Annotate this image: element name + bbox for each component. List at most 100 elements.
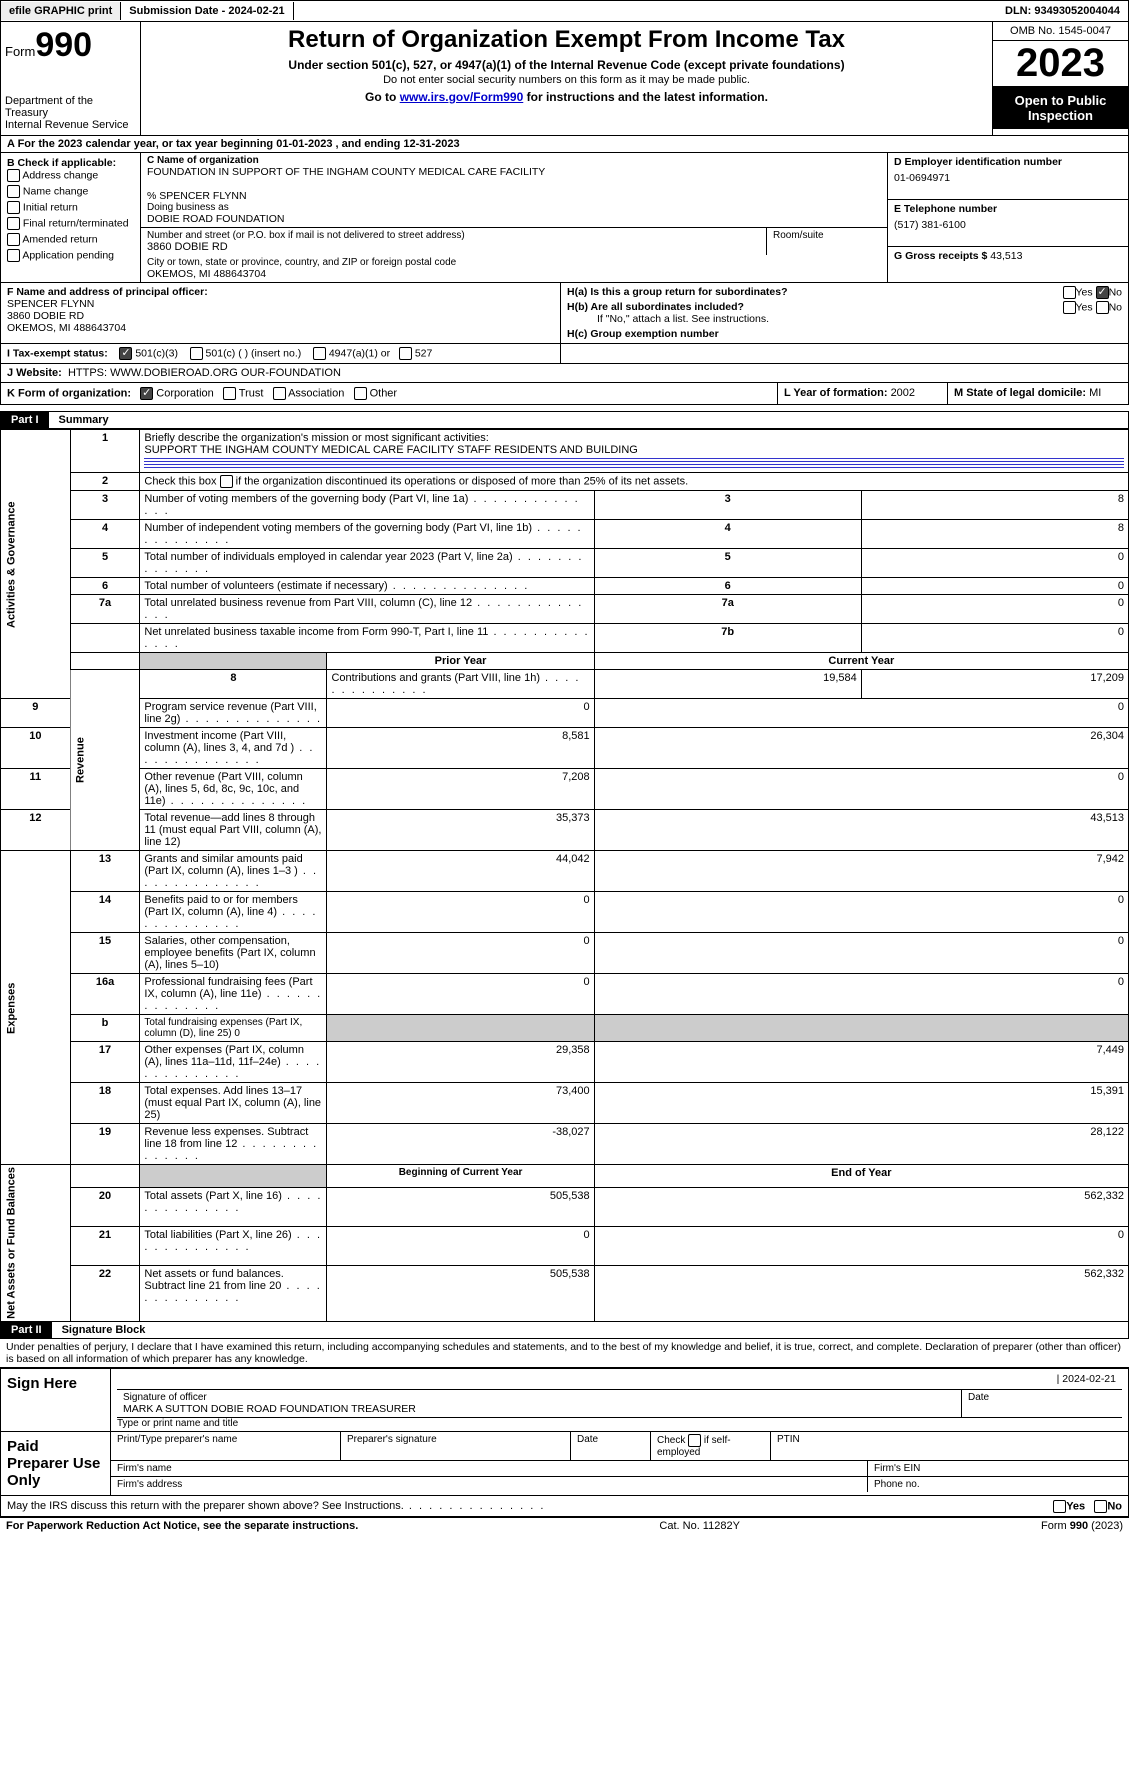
chk-self-employed[interactable] — [688, 1434, 701, 1447]
end-year-hdr: End of Year — [594, 1165, 1128, 1188]
box-b: B Check if applicable: Address change Na… — [1, 153, 141, 282]
phone-label: E Telephone number — [894, 203, 1122, 215]
i-label: I Tax-exempt status: — [7, 347, 108, 359]
type-name-label: Type or print name and title — [117, 1418, 1122, 1429]
officer-addr1: 3860 DOBIE RD — [7, 310, 554, 322]
box-l: L Year of formation: 2002 — [778, 383, 948, 404]
chk-final-return[interactable] — [7, 217, 20, 230]
sig-officer-label: Signature of officer — [123, 1392, 955, 1403]
firm-phone-label: Phone no. — [868, 1477, 1128, 1492]
dba-label: Doing business as — [147, 202, 881, 213]
gov-row: 4Number of independent voting members of… — [1, 520, 1129, 549]
part2-header: Part II Signature Block — [0, 1322, 1129, 1339]
footer-left: For Paperwork Reduction Act Notice, see … — [6, 1520, 358, 1532]
current-year-hdr: Current Year — [594, 653, 1128, 670]
chk-trust[interactable] — [223, 387, 236, 400]
irs-link[interactable]: www.irs.gov/Form990 — [400, 90, 524, 104]
firm-addr-label: Firm's address — [111, 1477, 868, 1492]
h-b-label: H(b) Are all subordinates included? — [567, 301, 744, 313]
h-b-no[interactable] — [1096, 301, 1109, 314]
box-k: K Form of organization: Corporation Trus… — [1, 383, 778, 404]
org-name: FOUNDATION IN SUPPORT OF THE INGHAM COUN… — [147, 166, 881, 178]
efile-print-button[interactable]: efile GRAPHIC print — [1, 2, 121, 20]
open-public: Open to Public Inspection — [993, 87, 1128, 129]
room-label: Room/suite — [773, 230, 881, 241]
form-header: Form990 Department of the Treasury Inter… — [0, 22, 1129, 136]
part1-title: Summary — [49, 412, 119, 428]
gov-row: Net unrelated business taxable income fr… — [1, 624, 1129, 653]
h-a-label: H(a) Is this a group return for subordin… — [567, 286, 788, 298]
footer-right: Form 990 (2023) — [1041, 1520, 1123, 1532]
h-a-no[interactable] — [1096, 286, 1109, 299]
discuss-no[interactable] — [1094, 1500, 1107, 1513]
h-a-yes[interactable] — [1063, 286, 1076, 299]
city-label: City or town, state or province, country… — [147, 257, 881, 268]
gov-row: 6Total number of volunteers (estimate if… — [1, 578, 1129, 595]
chk-discontinued[interactable] — [220, 475, 233, 488]
box-i-row: I Tax-exempt status: 501(c)(3) 501(c) ( … — [0, 344, 1129, 364]
begin-year-hdr: Beginning of Current Year — [327, 1165, 594, 1188]
box-c: C Name of organization FOUNDATION IN SUP… — [141, 153, 888, 282]
box-j: J Website: HTTPS: WWW.DOBIEROAD.ORG OUR-… — [0, 364, 1129, 383]
box-d-e-g: D Employer identification number 01-0694… — [888, 153, 1128, 282]
chk-corp[interactable] — [140, 387, 153, 400]
chk-assoc[interactable] — [273, 387, 286, 400]
box-i-spacer — [561, 344, 1128, 363]
entity-info-block: B Check if applicable: Address change Na… — [0, 153, 1129, 282]
box-h: H(a) Is this a group return for subordin… — [561, 283, 1128, 343]
firm-name-label: Firm's name — [111, 1461, 868, 1476]
line-a-tax-year: A For the 2023 calendar year, or tax yea… — [0, 136, 1129, 153]
form-subtitle-1: Under section 501(c), 527, or 4947(a)(1)… — [149, 58, 984, 72]
prep-sig-label: Preparer's signature — [341, 1432, 571, 1460]
box-klm: K Form of organization: Corporation Trus… — [0, 383, 1129, 405]
addr-label: Number and street (or P.O. box if mail i… — [147, 230, 760, 241]
chk-amended[interactable] — [7, 233, 20, 246]
h-b-yes[interactable] — [1063, 301, 1076, 314]
chk-other[interactable] — [354, 387, 367, 400]
chk-address-change[interactable] — [7, 169, 20, 182]
chk-4947[interactable] — [313, 347, 326, 360]
gross-value: 43,513 — [990, 250, 1022, 262]
chk-name-change[interactable] — [7, 185, 20, 198]
form-title-block: Return of Organization Exempt From Incom… — [141, 22, 993, 135]
gov-row: 5Total number of individuals employed in… — [1, 549, 1129, 578]
part1-header: Part I Summary — [0, 411, 1129, 429]
side-net: Net Assets or Fund Balances — [1, 1165, 71, 1322]
discuss-yes[interactable] — [1053, 1500, 1066, 1513]
gov-row: 3Number of voting members of the governi… — [1, 491, 1129, 520]
chk-527[interactable] — [399, 347, 412, 360]
form-prefix: Form — [5, 44, 35, 59]
paid-preparer-label: Paid Preparer Use Only — [1, 1432, 111, 1495]
h-c-label: H(c) Group exemption number — [567, 328, 719, 340]
perjury-declaration: Under penalties of perjury, I declare th… — [0, 1339, 1129, 1367]
addr-value: 3860 DOBIE RD — [147, 241, 760, 253]
self-employed-check: Check if self-employed — [651, 1432, 771, 1460]
chk-501c3[interactable] — [119, 347, 132, 360]
phone-value: (517) 381-6100 — [894, 219, 1122, 231]
page-footer: For Paperwork Reduction Act Notice, see … — [0, 1517, 1129, 1534]
officer-sig-name: MARK A SUTTON DOBIE ROAD FOUNDATION TREA… — [123, 1403, 955, 1415]
chk-initial-return[interactable] — [7, 201, 20, 214]
form-year-block: OMB No. 1545-0047 2023 Open to Public In… — [993, 22, 1128, 135]
chk-app-pending[interactable] — [7, 249, 20, 262]
prep-name-label: Print/Type preparer's name — [111, 1432, 341, 1460]
care-of: % SPENCER FLYNN — [147, 190, 881, 202]
box-b-label: B Check if applicable: — [7, 157, 134, 169]
part1-table: Activities & Governance 1 Briefly descri… — [0, 429, 1129, 1322]
sig-date-value: | 2024-02-21 — [123, 1373, 1116, 1387]
org-name-label: C Name of organization — [147, 155, 881, 166]
footer-mid: Cat. No. 11282Y — [659, 1520, 740, 1532]
prep-date-label: Date — [571, 1432, 651, 1460]
ein-value: 01-0694971 — [894, 172, 1122, 184]
chk-501c[interactable] — [190, 347, 203, 360]
website-label: J Website: — [7, 367, 62, 379]
part2-title: Signature Block — [52, 1322, 156, 1338]
discuss-row: May the IRS discuss this return with the… — [0, 1496, 1129, 1517]
form-subtitle-3: Go to www.irs.gov/Form990 for instructio… — [149, 90, 984, 104]
box-f: F Name and address of principal officer:… — [1, 283, 561, 343]
h-b-note: If "No," attach a list. See instructions… — [597, 313, 1122, 325]
top-bar: efile GRAPHIC print Submission Date - 20… — [0, 0, 1129, 22]
irs-label: Internal Revenue Service — [5, 119, 136, 131]
line2: Check this box if the organization disco… — [140, 473, 1129, 491]
signature-block: Sign Here | 2024-02-21 Signature of offi… — [0, 1367, 1129, 1496]
